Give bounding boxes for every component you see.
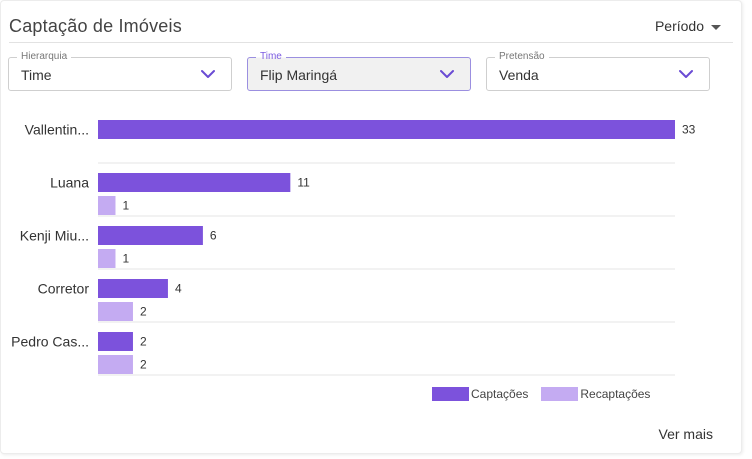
hierarquia-label: Hierarquia [17,51,72,63]
caret-down-icon [711,24,721,30]
legend-label-captacoes: Captações [471,387,529,401]
bar-captacoes [98,226,203,245]
pretensao-label: Pretensão [495,51,549,63]
data-label: 11 [297,176,310,190]
data-label: 2 [140,335,147,349]
hierarquia-value: Time [21,67,52,83]
data-label: 4 [175,282,182,296]
time-label: Time [256,51,286,63]
legend-item-recaptacoes[interactable]: Recaptações [541,387,650,401]
data-label: 33 [682,123,696,137]
bar-recaptacoes [98,355,133,374]
legend-item-captacoes[interactable]: Captações [432,387,528,401]
data-label: 1 [122,199,129,213]
data-label: 2 [140,358,147,372]
category-label: Pedro Cas... [11,334,89,350]
bar-captacoes [98,332,133,351]
card-title: Captação de Imóveis [9,16,182,36]
bar-recaptacoes [98,196,116,215]
legend-swatch-recaptacoes [541,387,579,401]
chevron-down-icon [679,70,693,78]
data-label: 2 [140,305,147,319]
hierarquia-select[interactable]: Hierarquia Time [8,51,232,91]
pretensao-value: Venda [499,67,539,83]
legend-label-recaptacoes: Recaptações [580,387,651,401]
chevron-down-icon [201,70,215,78]
data-label: 6 [210,229,217,243]
time-select[interactable]: Time Flip Maringá [247,51,471,91]
chevron-down-icon [440,70,454,78]
header-divider [9,42,733,43]
see-more-link[interactable]: Ver mais [658,426,713,442]
legend-swatch-captacoes [432,387,469,401]
time-value: Flip Maringá [260,67,338,83]
category-label: Vallentin... [25,122,89,138]
pretensao-select[interactable]: Pretensão Venda [486,51,710,91]
captacao-card: Captação de Imóveis Período Hierarquia T… [0,0,742,454]
period-label: Período [654,18,704,34]
chart-legend: Captações Recaptações [432,387,663,401]
bar-recaptacoes [98,302,133,321]
bar-recaptacoes [98,249,116,268]
period-dropdown[interactable]: Período [655,18,721,34]
bar-captacoes [98,173,291,192]
category-label: Luana [50,175,89,191]
bar-captacoes [98,120,675,139]
category-label: Kenji Miu... [20,228,89,244]
category-label: Corretor [38,281,90,297]
data-label: 1 [122,252,129,266]
bar-captacoes [98,279,168,298]
